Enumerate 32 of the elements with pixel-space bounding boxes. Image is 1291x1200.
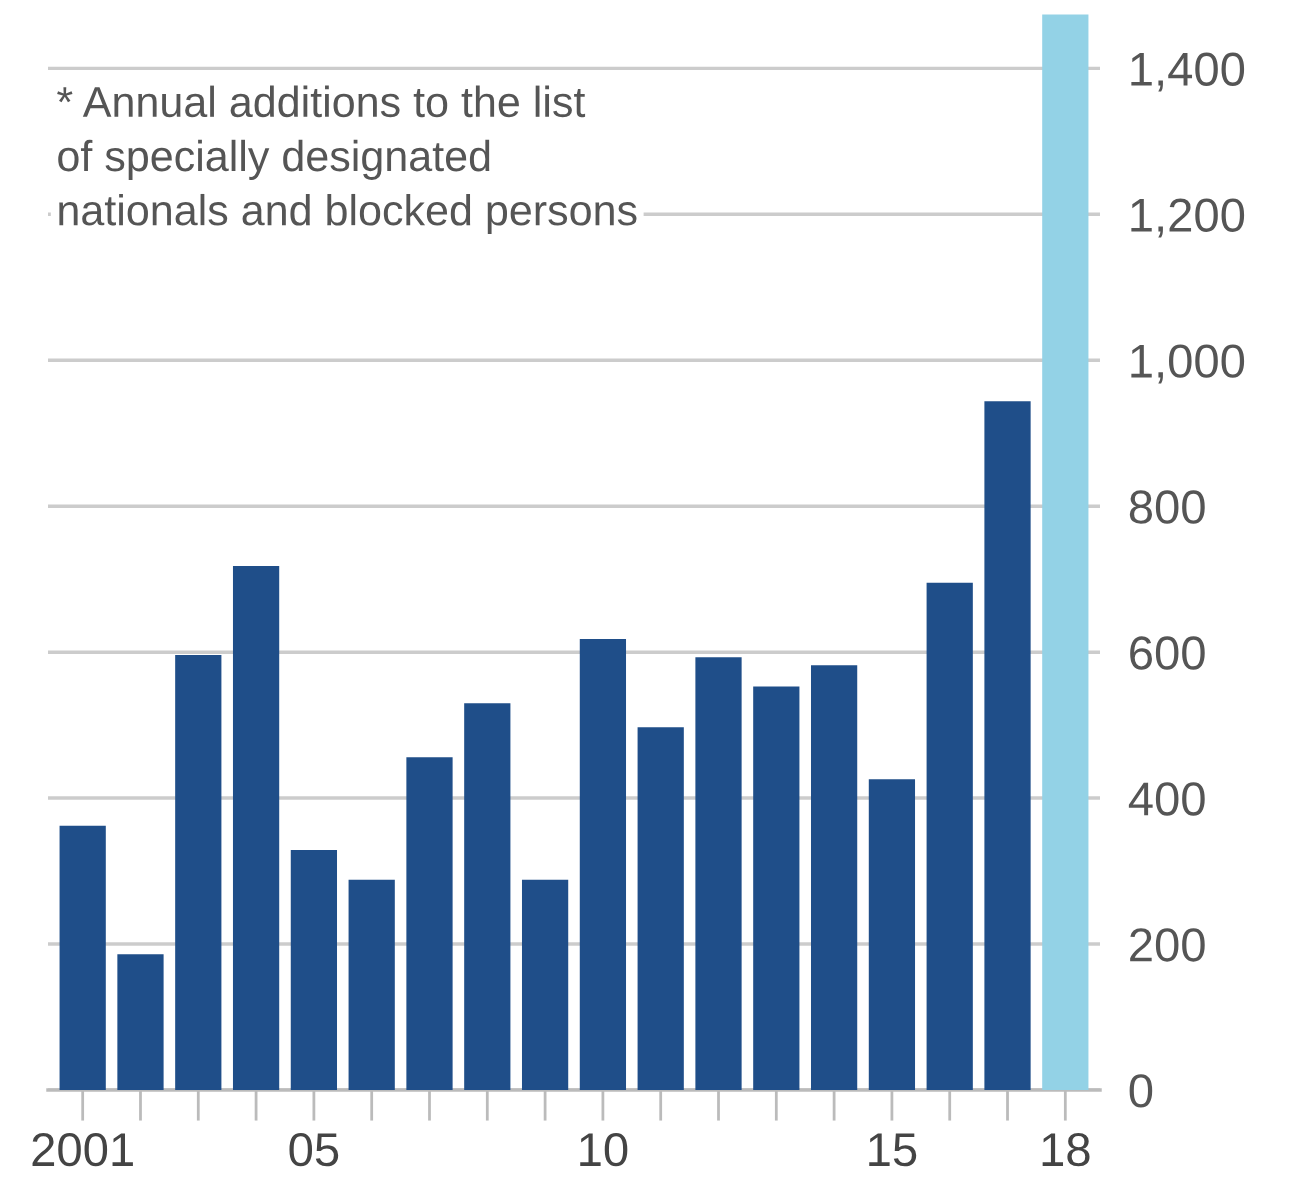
bar: [1042, 14, 1089, 1090]
bar: [984, 401, 1031, 1090]
bar: [579, 639, 627, 1090]
y-tick-label: 1,400: [1131, 52, 1245, 92]
bar: [637, 727, 684, 1090]
x-tick-label: 18: [1042, 1132, 1090, 1167]
annotation: * Annual additions to the list of specially designated nationals and blocked persons: [57, 85, 637, 235]
x-tick-label: 2001: [32, 1132, 133, 1167]
bar: [464, 703, 511, 1090]
y-tick-label: 1,200: [1131, 198, 1245, 238]
y-tick-label: 600: [1130, 636, 1205, 670]
x-tick-label: 10: [580, 1132, 628, 1167]
bar: [406, 757, 453, 1090]
y-tick-label: 200: [1130, 928, 1205, 962]
y-tick-label: 800: [1129, 490, 1205, 524]
y-tick-label: 1,000: [1131, 344, 1245, 384]
bar: [175, 655, 222, 1090]
y-tick-label: 0: [1129, 1074, 1153, 1108]
bar: [810, 665, 858, 1090]
x-tick-label: 15: [869, 1133, 917, 1167]
bar: [868, 779, 916, 1090]
x-tick-label: 05: [289, 1132, 339, 1167]
bar: [753, 686, 800, 1090]
bar: [521, 879, 569, 1090]
bar: [348, 879, 395, 1090]
bar: [59, 825, 106, 1090]
bar: [117, 954, 164, 1090]
bar: [290, 849, 338, 1090]
y-tick-label: 400: [1128, 782, 1205, 816]
bar: [926, 582, 973, 1090]
bar: [232, 566, 280, 1090]
bar: [695, 657, 742, 1090]
